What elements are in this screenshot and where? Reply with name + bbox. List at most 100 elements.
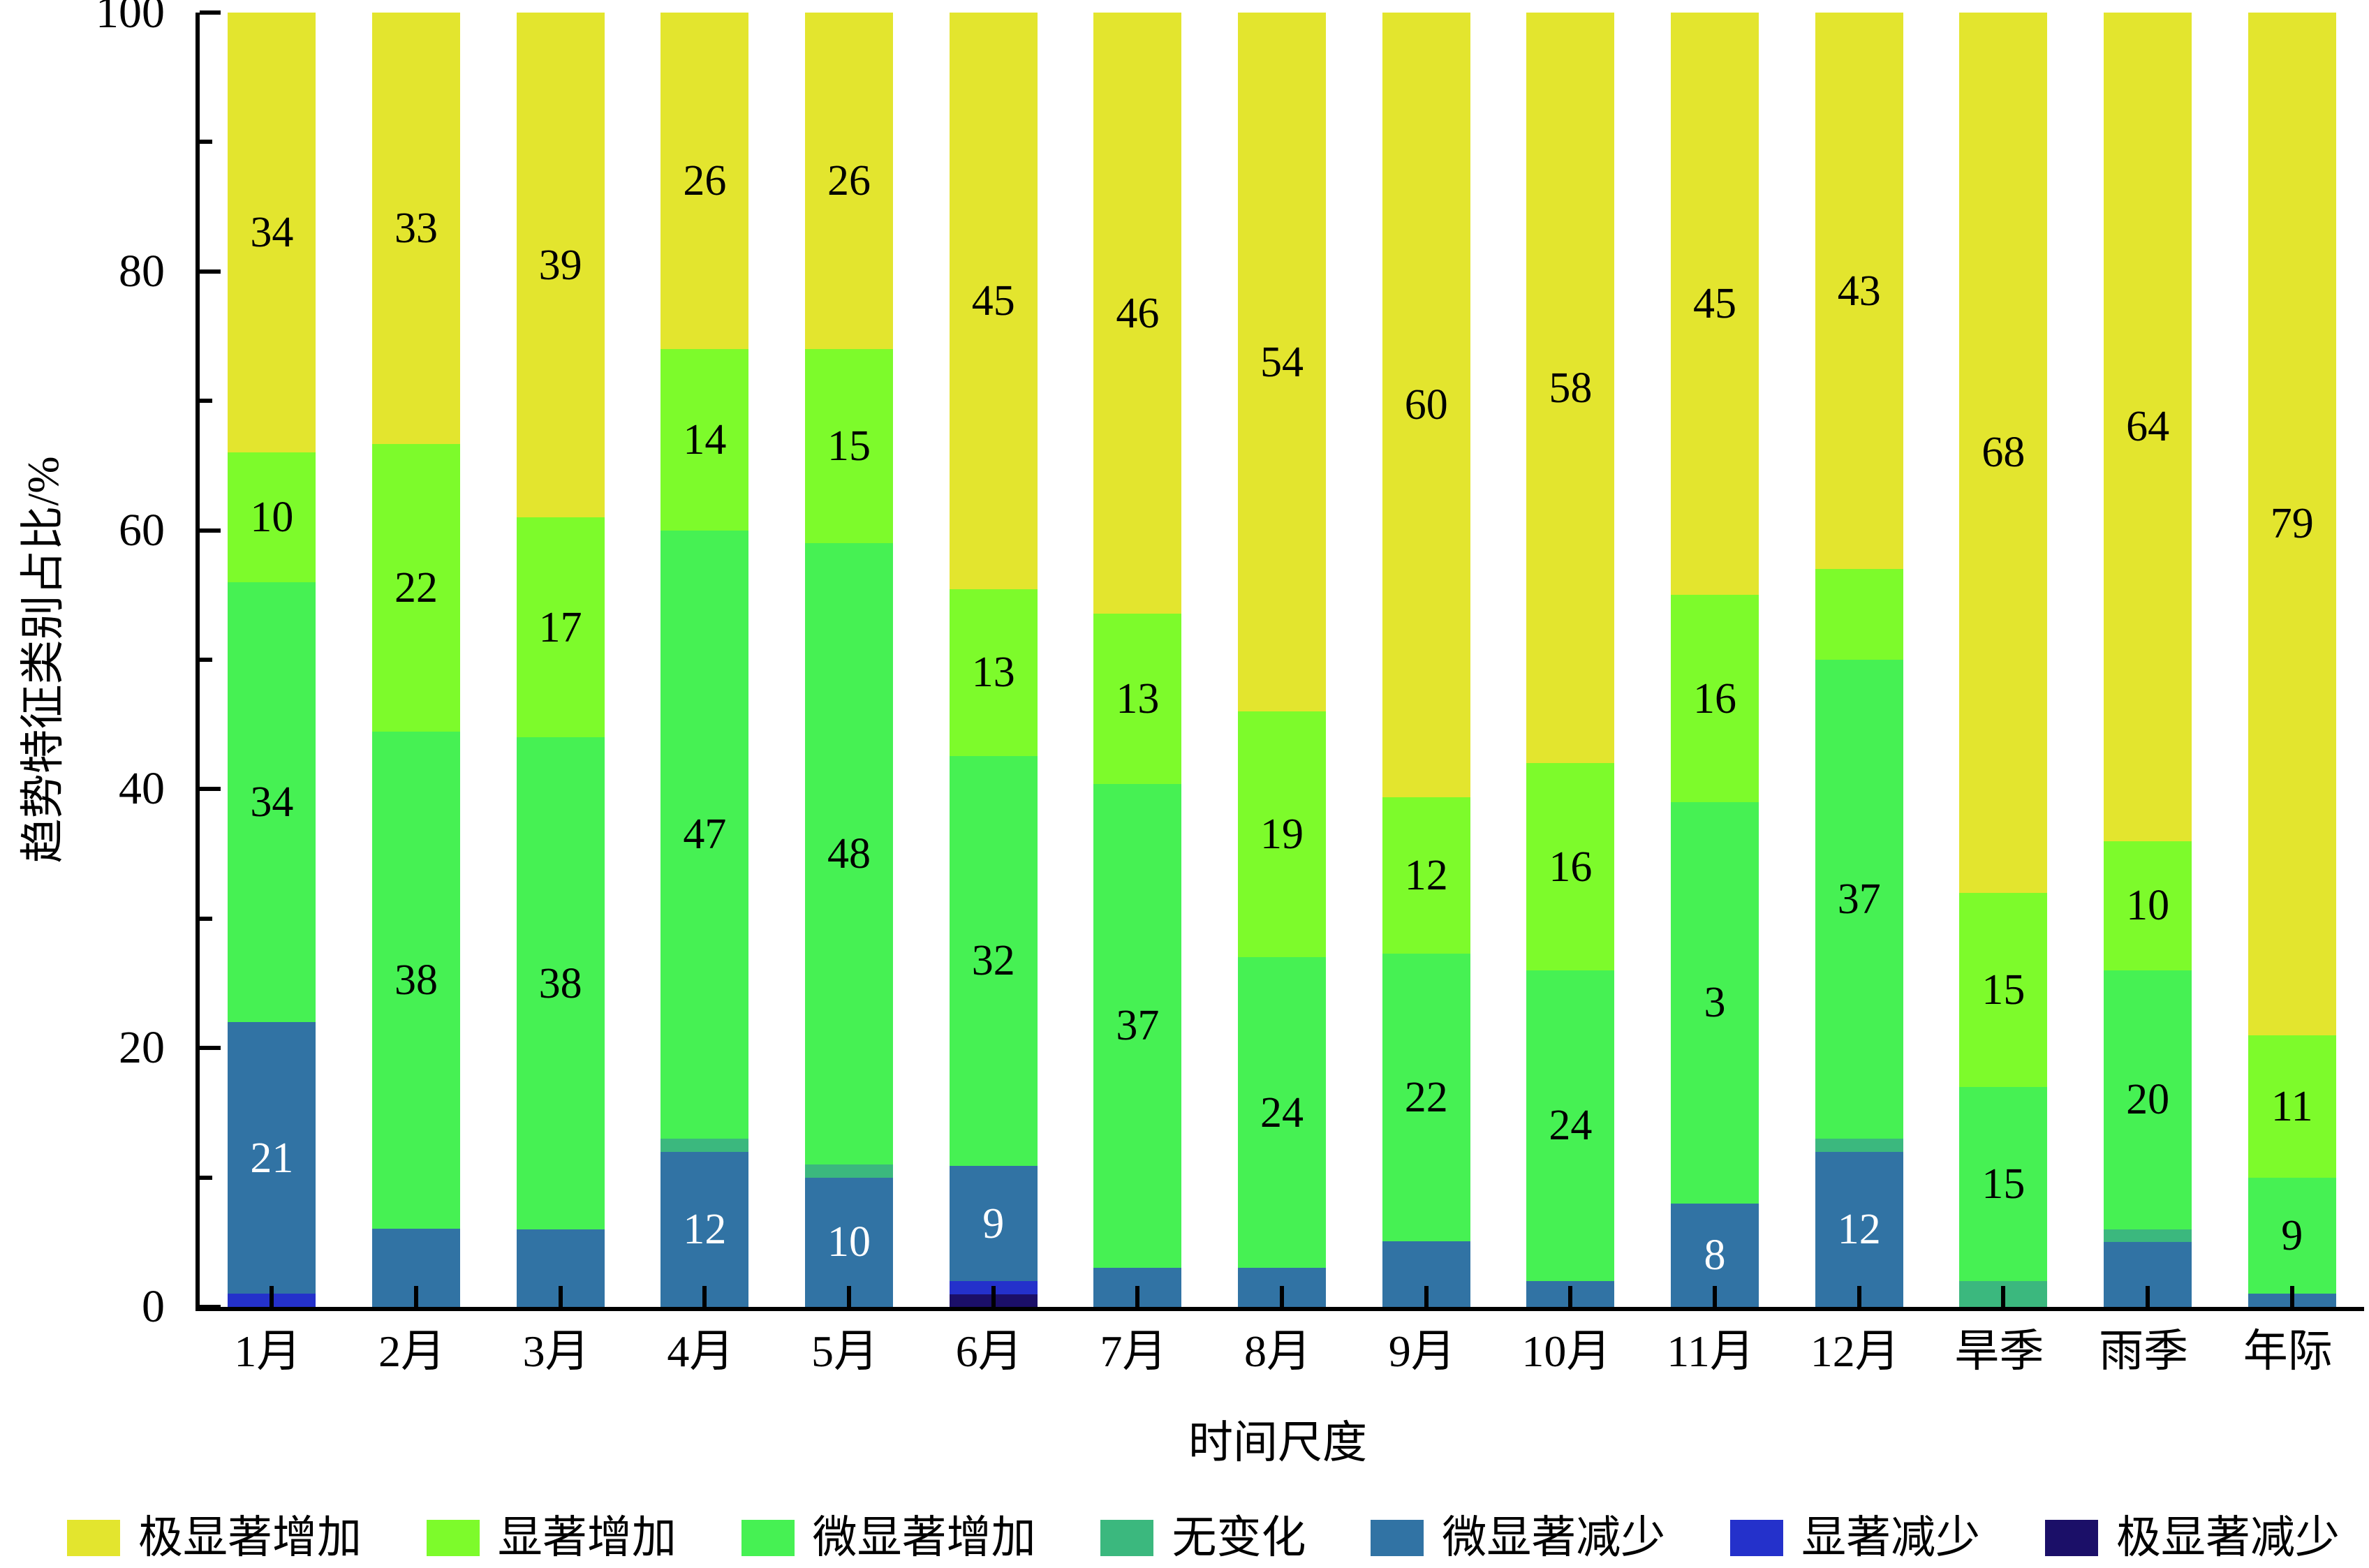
x-tick [270,1286,274,1307]
segment-value-label: 8 [1704,1231,1726,1279]
segment-value-label: 10 [250,494,294,542]
y-tick-label: 100 [96,0,165,38]
segment-value-label: 13 [1116,675,1160,723]
segment-value-label: 37 [1116,1002,1160,1050]
bar-10月: 24 16 58 [1526,13,1615,1307]
segment-微显著减少: 9 [949,1166,1038,1282]
segment-微显著减少: 10 [805,1177,894,1307]
segment-value-label: 13 [971,649,1015,697]
segment-value-label: 33 [394,205,438,252]
x-tick [1424,1286,1429,1307]
legend-label: 微显著减少 [1442,1513,1666,1562]
x-tick-label-3月: 3月 [522,1326,590,1376]
x-tick-labels: 1月 2月 3月 4月 5月 6月 7月 8月 9月 10月 11月 12月 旱季 雨季 年际 [195,1325,2360,1379]
y-tick-label: 60 [119,504,165,556]
segment-微显著增加: 15 [1959,1086,2048,1281]
bar-slot-11月: 8 3 16 45 [1643,13,1787,1307]
y-tick-labels: 0 20 40 60 80 100 [0,0,175,1330]
bar-slot-12月: 12 37 43 [1787,12,1931,1307]
segment-极显著增加: 68 [1959,13,2048,893]
legend-item-极显著增加: 极显著增加 [67,1516,362,1560]
bar-6月: 9 32 13 45 [949,12,1038,1307]
legend-item-微显著减少: 微显著减少 [1371,1516,1665,1560]
segment-value-label: 58 [1549,364,1593,412]
bar-11月: 8 3 16 45 [1671,13,1759,1307]
segment-极显著增加: 64 [2104,12,2192,841]
bar-2月: 38 22 33 [372,13,460,1307]
segment-微显著增加: 38 [372,732,460,1229]
segment-value-label: 38 [394,956,438,1004]
segment-微显著增加: 20 [2104,970,2192,1229]
bar-slot-2月: 38 22 33 [344,13,489,1307]
segment-value-label: 15 [1981,1160,2025,1208]
bar-slot-8月: 24 19 54 [1210,13,1355,1307]
x-tick [414,1286,418,1307]
segment-微显著增加: 37 [1093,783,1182,1268]
segment-value-label: 16 [1693,674,1737,723]
segment-value-label: 3 [1704,979,1726,1027]
bar-旱季: 15 15 68 [1959,13,2048,1307]
segment-value-label: 79 [2270,500,2314,548]
x-tick [1568,1286,1573,1307]
plot-area: 21 34 10 34 38 22 33 38 17 39 12 47 14 26 10 48 15 26 9 32 1… [195,10,2364,1311]
legend-item-显著增加: 显著增加 [426,1516,677,1560]
bar-8月: 24 19 54 [1238,13,1327,1307]
legend-swatch [426,1520,480,1556]
segment-显著增加: 15 [1959,892,2048,1087]
bar-slot-4月: 12 47 14 26 [633,12,777,1307]
legend-label: 无变化 [1172,1513,1306,1562]
bar-slot-5月: 10 48 15 26 [777,12,922,1307]
segment-value-label: 22 [394,564,438,612]
segment-value-label: 21 [250,1134,294,1182]
y-tick-label: 20 [119,1022,165,1074]
x-tick [847,1286,852,1307]
segment-显著增加: 11 [2248,1035,2336,1178]
x-tick-label-旱季: 旱季 [1954,1326,2044,1376]
segment-极显著增加: 33 [372,13,460,444]
x-tick-label-7月: 7月 [1100,1326,1167,1376]
bar-9月: 22 12 60 [1382,12,1470,1307]
bar-年际: 9 11 79 [2248,13,2336,1307]
segment-value-label: 26 [683,157,727,205]
segment-极显著增加: 26 [660,12,749,350]
segment-value-label: 24 [1260,1088,1304,1137]
bar-slot-6月: 9 32 13 45 [921,12,1065,1307]
x-tick [702,1286,707,1307]
segment-value-label: 64 [2126,403,2170,451]
y-tick-label: 0 [142,1281,165,1332]
x-tick-label-8月: 8月 [1244,1326,1312,1376]
segment-微显著增加: 22 [1382,954,1470,1242]
segment-微显著增加: 38 [516,737,605,1229]
segment-value-label: 37 [1837,875,1881,923]
x-tick [1280,1286,1285,1307]
legend-swatch [1100,1520,1154,1556]
segment-value-label: 39 [538,241,582,289]
bar-slot-旱季: 15 15 68 [1931,13,2076,1307]
x-tick [2146,1286,2150,1307]
segment-极显著增加: 39 [516,13,605,518]
segment-value-label: 34 [250,209,294,257]
segment-极显著增加: 45 [949,12,1038,590]
x-tick [2001,1286,2006,1307]
legend-label: 显著减少 [1801,1513,1981,1562]
segment-显著增加: 13 [949,589,1038,756]
segment-微显著增加: 9 [2248,1177,2336,1294]
segment-微显著减少: 21 [228,1022,316,1294]
segment-显著增加: 12 [1382,797,1470,954]
segment-极显著增加: 79 [2248,13,2336,1035]
segment-显著增加: 16 [1671,595,1759,802]
segment-显著增加: 16 [1526,763,1615,970]
segment-微显著减少: 12 [660,1151,749,1307]
segment-value-label: 10 [2126,882,2170,930]
x-tick [1713,1286,1718,1307]
segment-value-label: 24 [1549,1102,1593,1150]
segment-value-label: 68 [1981,429,2025,477]
x-axis-title: 时间尺度 [1188,1418,1367,1467]
segment-value-label: 12 [683,1205,727,1253]
legend-label: 微显著增加 [812,1513,1036,1562]
segment-value-label: 12 [1404,851,1448,899]
bar-slot-3月: 38 17 39 [488,13,633,1307]
segment-微显著增加: 34 [228,582,316,1023]
segment-显著增加 [1815,569,1903,660]
